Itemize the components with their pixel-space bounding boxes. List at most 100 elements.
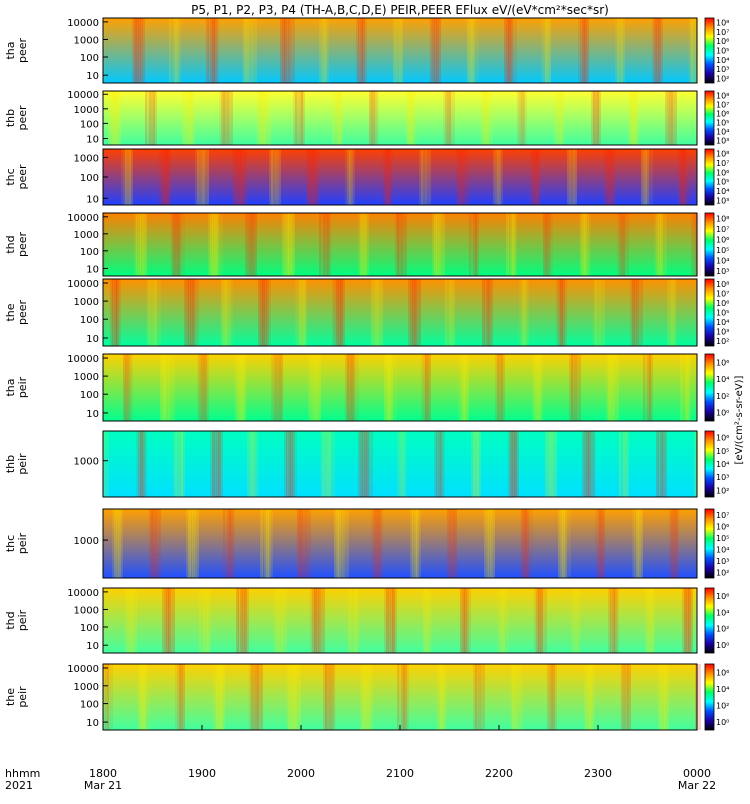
- spectrogram-streak: [586, 213, 591, 276]
- spectrogram-streak: [497, 149, 503, 205]
- spectrogram-streak: [621, 213, 625, 276]
- spectrogram-streak: [181, 431, 183, 497]
- spectrogram-streak: [562, 509, 567, 578]
- spectrogram-streak: [473, 431, 479, 497]
- spectrogram-streak: [366, 431, 373, 497]
- spectrogram-streak: [227, 509, 233, 578]
- spectrogram-streak: [349, 354, 351, 421]
- spectrogram-streak: [169, 18, 171, 83]
- spectrogram-streak: [118, 509, 123, 578]
- spectrogram-streak: [356, 18, 359, 83]
- spectrogram-streak: [244, 588, 249, 653]
- spectrogram-streak: [440, 664, 443, 730]
- spectrogram-streak: [519, 279, 523, 346]
- ytick-label: 100: [80, 53, 99, 64]
- spectrogram-streak: [467, 18, 473, 83]
- spectrogram-streak: [604, 149, 609, 205]
- spectrogram-streak: [617, 213, 623, 276]
- spectrogram-streak: [608, 588, 611, 653]
- panel-ylabel: thdpeer: [4, 232, 29, 258]
- spectrogram-streak: [682, 354, 687, 421]
- panel-ylabel: thcpeer: [4, 164, 29, 190]
- spectrogram-streak: [399, 664, 403, 730]
- spectrogram-streak: [260, 279, 263, 346]
- colorbar-tick-label: 10⁴: [716, 460, 729, 469]
- panel-ylabel: thepeer: [4, 300, 29, 326]
- spectrogram-streak: [606, 149, 613, 205]
- spectrogram-streak: [684, 149, 691, 205]
- spectrogram-streak: [199, 354, 201, 421]
- spectrogram-streak: [425, 588, 431, 653]
- spectrogram-streak: [277, 588, 279, 653]
- spectrogram-streak: [138, 431, 145, 497]
- spectrogram-streak: [634, 91, 639, 145]
- spectrogram-streak: [345, 149, 349, 205]
- time-tick-label: 2300: [584, 767, 612, 780]
- spectrogram-streak: [140, 664, 143, 730]
- spectrogram-streak: [501, 354, 505, 421]
- spectrogram-streak: [108, 91, 115, 145]
- spectrogram-streak: [303, 509, 307, 578]
- spectrogram-streak: [136, 18, 141, 83]
- spectrogram-streak: [279, 354, 283, 421]
- spectrogram-streak: [527, 509, 533, 578]
- spectrogram-streak: [512, 213, 515, 276]
- spectrogram-streak: [225, 509, 229, 578]
- colorbar-tick-label: 10⁸: [716, 280, 729, 289]
- spectrogram-streak: [621, 18, 625, 83]
- ytick-label: 1000: [74, 105, 99, 116]
- spectrogram-streak: [558, 509, 565, 578]
- spectrogram-streak: [218, 664, 221, 730]
- spectrogram-streak: [175, 664, 177, 730]
- spectrogram-streak: [162, 588, 169, 653]
- ytick-label: 1000: [74, 457, 99, 468]
- spectrogram-streak: [358, 213, 363, 276]
- spectrogram-streak: [432, 213, 439, 276]
- spectrogram-streak: [221, 279, 227, 346]
- spectrogram-streak: [190, 279, 195, 346]
- spectrogram-streak: [466, 588, 471, 653]
- spectrogram-streak: [586, 431, 591, 497]
- spectrogram-streak: [214, 664, 219, 730]
- spectrogram-streak: [382, 149, 387, 205]
- ytick-label: 100: [80, 173, 99, 184]
- spectrogram-streak: [371, 91, 377, 145]
- spectrogram-streak: [116, 91, 119, 145]
- time-tick-label: 2200: [485, 767, 513, 780]
- ytick-label: 10: [86, 135, 99, 146]
- colorbar-tick-label: 10⁵: [716, 47, 729, 56]
- spectrogram-streak: [190, 509, 195, 578]
- colorbar-tick-label: 10⁰: [716, 718, 729, 727]
- spectrogram-streak: [277, 149, 279, 205]
- spectrogram-streak: [660, 431, 667, 497]
- spectrogram-streak: [247, 18, 249, 83]
- spectrogram-streak: [125, 354, 131, 421]
- spectrogram-streak: [504, 18, 511, 83]
- spectrogram-streak: [299, 509, 305, 578]
- spectrogram-streak: [195, 149, 199, 205]
- spectrogram-streak: [294, 664, 301, 730]
- ytick-label: 1000: [74, 605, 99, 616]
- spectrogram-streak: [651, 588, 655, 653]
- spectrogram-streak: [575, 354, 581, 421]
- spectrogram-streak: [299, 91, 305, 145]
- panel-ylabel: thepeir: [4, 686, 29, 708]
- spectrogram-streak: [310, 354, 315, 421]
- spectrogram-streak: [323, 431, 329, 497]
- spectrogram-streak: [508, 18, 513, 83]
- spectrogram-streak: [251, 213, 257, 276]
- spectrogram-streak: [610, 354, 615, 421]
- spectrogram-streak: [325, 18, 327, 83]
- spectrogram-streak: [610, 149, 615, 205]
- spectrogram-streak: [179, 664, 185, 730]
- spectrogram-streak: [553, 664, 555, 730]
- spectrogram-streak: [473, 18, 479, 83]
- spectrogram-streak: [181, 664, 183, 730]
- spectrogram-streak: [506, 18, 509, 83]
- spectrogram-streak: [234, 354, 241, 421]
- colorbar-tick-label: 10³: [716, 137, 729, 146]
- spectrogram-streak: [580, 213, 585, 276]
- spectrogram-streak: [105, 664, 109, 730]
- spectrogram-streak: [325, 213, 327, 276]
- spectrogram-streak: [129, 149, 133, 205]
